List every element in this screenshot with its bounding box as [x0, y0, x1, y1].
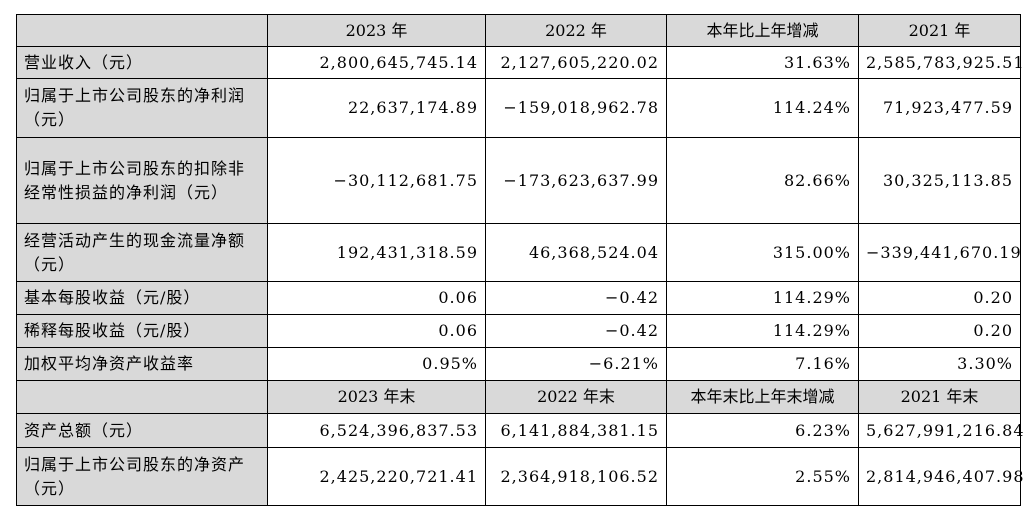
header-2022: 2022 年 — [485, 14, 667, 47]
cell-2021: 30,325,113.85 — [858, 137, 1021, 224]
header-change-end: 本年末比上年末增减 — [666, 380, 859, 414]
cell-2021: 0.20 — [858, 314, 1021, 348]
cell-2021: 5,627,991,216.84 — [858, 413, 1024, 448]
table-row-diluted-eps: 稀释每股收益（元/股） 0.06 −0.42 114.29% 0.20 — [16, 314, 1021, 348]
cell-2022: 46,368,524.04 — [485, 223, 667, 282]
cell-2023: −30,112,681.75 — [267, 137, 486, 224]
header-change: 本年比上年增减 — [666, 14, 859, 47]
header-corner-cell — [16, 14, 268, 47]
cell-2022: −173,623,637.99 — [485, 137, 667, 224]
cell-2023: 22,637,174.89 — [267, 78, 486, 138]
cell-change: 7.16% — [666, 347, 859, 381]
table-row-net-profit: 归属于上市公司股东的净利润（元） 22,637,174.89 −159,018,… — [16, 78, 1021, 138]
row-label: 稀释每股收益（元/股） — [16, 314, 268, 348]
cell-change: 31.63% — [666, 46, 859, 79]
cell-2023: 2,425,220,721.41 — [267, 447, 486, 506]
table-row-net-profit-deducted: 归属于上市公司股东的扣除非经常性损益的净利润（元） −30,112,681.75… — [16, 137, 1021, 224]
cell-2021: 71,923,477.59 — [858, 78, 1021, 138]
cell-2022: 6,141,884,381.15 — [485, 413, 667, 448]
header-2021: 2021 年 — [858, 14, 1021, 47]
row-label: 营业收入（元） — [16, 46, 268, 79]
cell-2022: 2,127,605,220.02 — [485, 46, 667, 79]
cell-change: 114.29% — [666, 281, 859, 315]
header-row-year-end: 2023 年末 2022 年末 本年末比上年末增减 2021 年末 — [16, 380, 1021, 414]
row-label: 归属于上市公司股东的净利润（元） — [16, 78, 268, 138]
header-2023-end: 2023 年末 — [267, 380, 486, 414]
header-corner-cell — [16, 380, 268, 414]
row-label: 经营活动产生的现金流量净额（元） — [16, 223, 268, 282]
table-row-total-assets: 资产总额（元） 6,524,396,837.53 6,141,884,381.1… — [16, 413, 1024, 448]
row-label: 基本每股收益（元/股） — [16, 281, 268, 315]
cell-2022: −0.42 — [485, 281, 667, 315]
table-row-basic-eps: 基本每股收益（元/股） 0.06 −0.42 114.29% 0.20 — [16, 281, 1021, 315]
header-2023: 2023 年 — [267, 14, 486, 47]
cell-2023: 0.06 — [267, 281, 486, 315]
cell-change: 315.00% — [666, 223, 859, 282]
table-row-revenue: 营业收入（元） 2,800,645,745.14 2,127,605,220.0… — [16, 46, 1024, 79]
table-row-weighted-roe: 加权平均净资产收益率 0.95% −6.21% 7.16% 3.30% — [16, 347, 1021, 381]
cell-2022: −0.42 — [485, 314, 667, 348]
cell-change: 6.23% — [666, 413, 859, 448]
financial-summary-table: 2023 年 2022 年 本年比上年增减 2021 年 营业收入（元） 2,8… — [16, 14, 1024, 506]
header-2022-end: 2022 年末 — [485, 380, 667, 414]
row-label: 资产总额（元） — [16, 413, 268, 448]
header-2021-end: 2021 年末 — [858, 380, 1021, 414]
cell-2021: 0.20 — [858, 281, 1021, 315]
table-row-operating-cash-flow: 经营活动产生的现金流量净额（元） 192,431,318.59 46,368,5… — [16, 223, 1021, 282]
cell-2022: 2,364,918,106.52 — [485, 447, 667, 506]
cell-2021: −339,441,670.19 — [858, 223, 1021, 282]
cell-2023: 2,800,645,745.14 — [267, 46, 486, 79]
cell-change: 82.66% — [666, 137, 859, 224]
cell-2022: −6.21% — [485, 347, 667, 381]
cell-2023: 6,524,396,837.53 — [267, 413, 486, 448]
row-label: 加权平均净资产收益率 — [16, 347, 268, 381]
cell-2023: 0.06 — [267, 314, 486, 348]
header-row-annual: 2023 年 2022 年 本年比上年增减 2021 年 — [16, 14, 1021, 47]
table-row-net-assets: 归属于上市公司股东的净资产（元） 2,425,220,721.41 2,364,… — [16, 447, 1024, 506]
cell-2021: 2,814,946,407.98 — [858, 447, 1024, 506]
cell-2021: 3.30% — [858, 347, 1021, 381]
row-label: 归属于上市公司股东的扣除非经常性损益的净利润（元） — [16, 137, 268, 224]
cell-change: 114.24% — [666, 78, 859, 138]
cell-2023: 192,431,318.59 — [267, 223, 486, 282]
cell-2022: −159,018,962.78 — [485, 78, 667, 138]
row-label: 归属于上市公司股东的净资产（元） — [16, 447, 268, 506]
cell-change: 2.55% — [666, 447, 859, 506]
cell-change: 114.29% — [666, 314, 859, 348]
cell-2021: 2,585,783,925.51 — [858, 46, 1024, 79]
cell-2023: 0.95% — [267, 347, 486, 381]
